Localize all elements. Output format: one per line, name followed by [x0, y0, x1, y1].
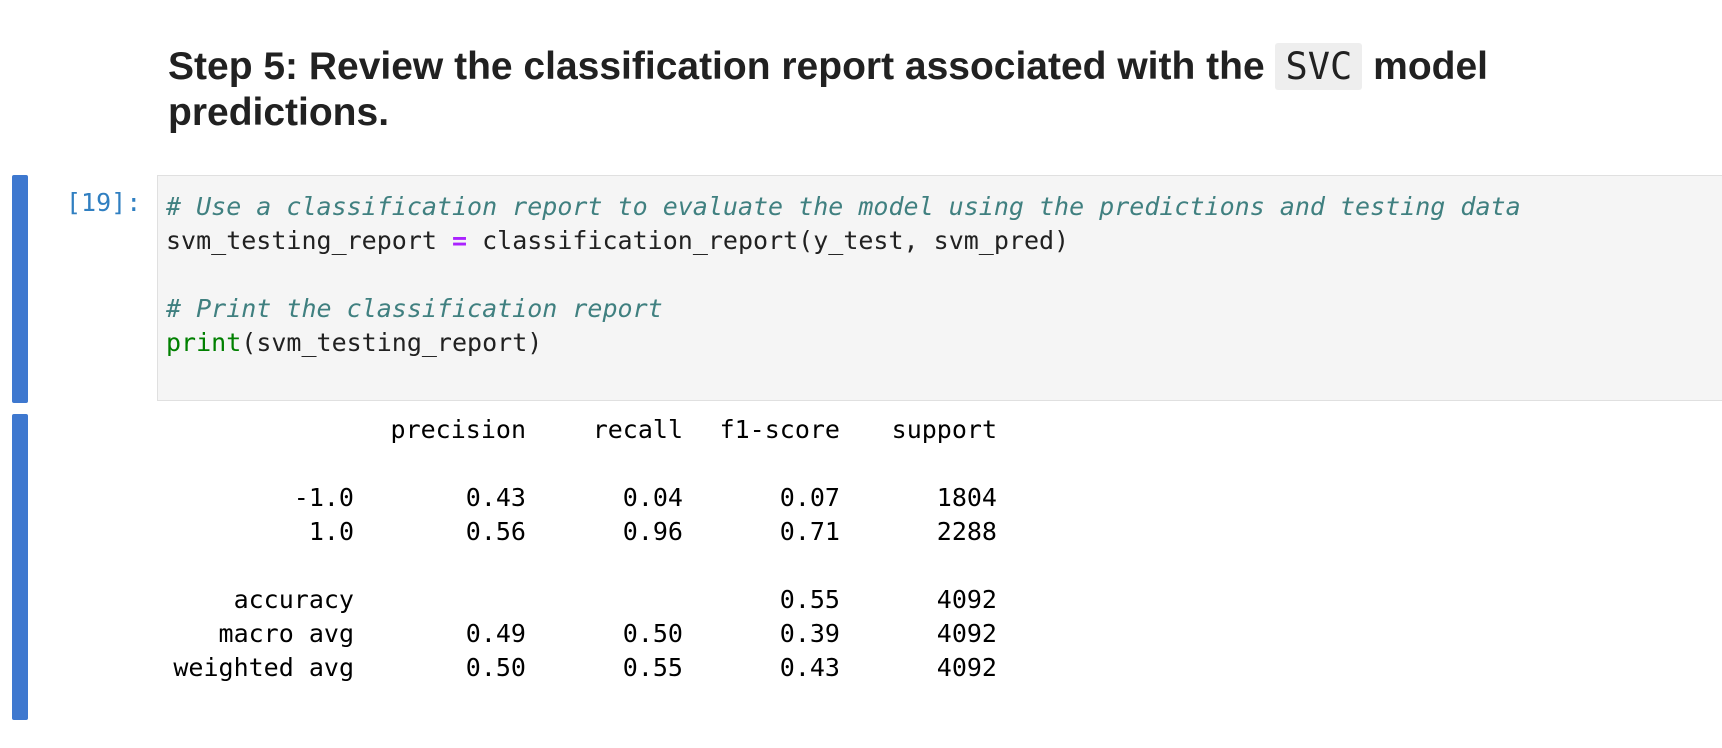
report-cell: 0.50 — [465, 653, 526, 682]
report-cell: 0.56 — [465, 517, 526, 546]
heading-text-end: model predictions. — [168, 45, 1488, 134]
report-cell: 1804 — [936, 483, 997, 512]
step-heading: Step 5: Review the classification report… — [168, 43, 1648, 136]
report-label: macro avg — [218, 619, 354, 648]
report-cell: 0.55 — [779, 585, 840, 614]
code-comment: # Print the classification report — [166, 294, 663, 323]
report-row: accuracy 0.55 4092 — [166, 583, 997, 617]
report-cell: 0.55 — [622, 653, 683, 682]
report-cell: 0.04 — [622, 483, 683, 512]
report-row: weighted avg 0.50 0.55 0.43 4092 — [166, 651, 997, 685]
report-cell: 0.39 — [779, 619, 840, 648]
report-cell: 0.43 — [465, 483, 526, 512]
code-call: classification_report(y_test, svm_pred) — [467, 226, 1070, 255]
report-cell — [526, 583, 683, 617]
report-label: 1.0 — [308, 517, 354, 546]
code-operator: = — [451, 226, 468, 255]
report-row: macro avg 0.49 0.50 0.39 4092 — [166, 617, 997, 651]
report-label: -1.0 — [293, 483, 354, 512]
report-cell: 0.71 — [779, 517, 840, 546]
report-header-cell: recall — [592, 415, 683, 444]
report-header-cell: precision — [390, 415, 526, 444]
report-cell: 0.50 — [622, 619, 683, 648]
report-cell: 0.49 — [465, 619, 526, 648]
heading-text: Step 5: Review the classification report… — [168, 45, 1276, 88]
report-cell: 0.07 — [779, 483, 840, 512]
output-area: precision recall f1-score support -1.0 0… — [166, 413, 997, 685]
report-cell — [354, 583, 526, 617]
report-label: weighted avg — [173, 653, 354, 682]
report-header-cell: f1-score — [719, 415, 840, 444]
report-header-row: precision recall f1-score support — [166, 413, 997, 447]
report-header-cell: support — [891, 415, 997, 444]
report-cell: 4092 — [936, 653, 997, 682]
report-cell: 0.96 — [622, 517, 683, 546]
report-cell: 4092 — [936, 585, 997, 614]
code-builtin: print — [166, 328, 242, 357]
report-cell: 2288 — [936, 517, 997, 546]
code-call: (svm_testing_report) — [241, 328, 543, 357]
report-row: 1.0 0.56 0.96 0.71 2288 — [166, 515, 997, 549]
report-label: accuracy — [233, 585, 354, 614]
heading-code: SVC — [1275, 43, 1363, 90]
report-header-cell — [166, 413, 354, 447]
output-cell-collapser[interactable] — [12, 414, 28, 720]
report-row: -1.0 0.43 0.04 0.07 1804 — [166, 481, 997, 515]
report-spacer — [166, 447, 997, 481]
code-text[interactable]: # Use a classification report to evaluat… — [158, 176, 1722, 360]
code-comment: # Use a classification report to evaluat… — [166, 192, 1521, 221]
input-cell-collapser[interactable] — [12, 175, 28, 403]
code-variable: svm_testing_report — [166, 226, 452, 255]
report-cell: 0.43 — [779, 653, 840, 682]
execution-count-prompt: [19]: — [66, 188, 142, 217]
report-spacer — [166, 549, 997, 583]
report-cell: 4092 — [936, 619, 997, 648]
code-editor[interactable]: # Use a classification report to evaluat… — [157, 175, 1722, 401]
